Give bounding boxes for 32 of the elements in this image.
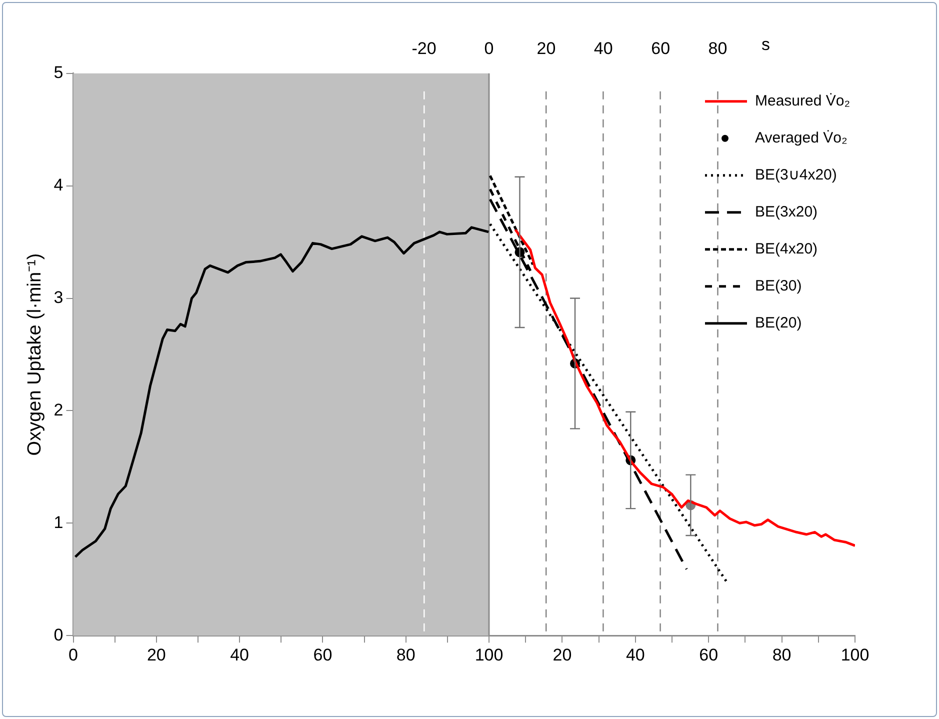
legend-label: BE(4x20) [755, 240, 818, 258]
x2-tick-label: 0 [484, 38, 494, 58]
x2-tick-label: 20 [536, 38, 556, 58]
legend-label: BE(3x20) [755, 204, 818, 221]
x-tick-label: 0 [68, 645, 78, 664]
x-tick-label: 60 [699, 645, 718, 664]
x-tick-label: 40 [626, 645, 645, 664]
legend-label: BE(30) [755, 278, 802, 295]
x2-axis-title: s [762, 34, 770, 54]
x2-tick-label: 80 [708, 38, 728, 58]
x-tick-label: 80 [772, 645, 792, 664]
y-tick-label: 3 [54, 288, 64, 307]
x-tick-label: 20 [552, 645, 572, 664]
x-tick-label: 40 [230, 645, 250, 664]
x2-tick-label: -20 [412, 38, 436, 58]
y-tick-label: 4 [54, 176, 64, 195]
y-tick-label: 1 [54, 512, 64, 532]
y-tick-label: 5 [54, 63, 64, 82]
legend-label: BE(3∪4x20) [755, 166, 837, 184]
x-tick-label: 100 [474, 645, 504, 664]
x2-tick-label: 40 [594, 38, 613, 58]
x-tick-label: 60 [313, 645, 332, 664]
x-tick-label: 20 [146, 645, 166, 664]
y-axis-title: Oxygen Uptake (l·min⁻¹) [24, 253, 46, 456]
x-tick-label: 100 [840, 645, 870, 664]
legend-label: Averaged V̇o₂ [755, 129, 848, 147]
x-tick-label: 80 [396, 645, 416, 664]
legend-label: BE(20) [755, 314, 802, 332]
x2-tick-label: 60 [651, 38, 670, 58]
y-tick-label: 2 [54, 400, 64, 420]
y-tick-label: 0 [54, 625, 64, 644]
legend-label: Measured V̇o₂ [755, 92, 850, 110]
